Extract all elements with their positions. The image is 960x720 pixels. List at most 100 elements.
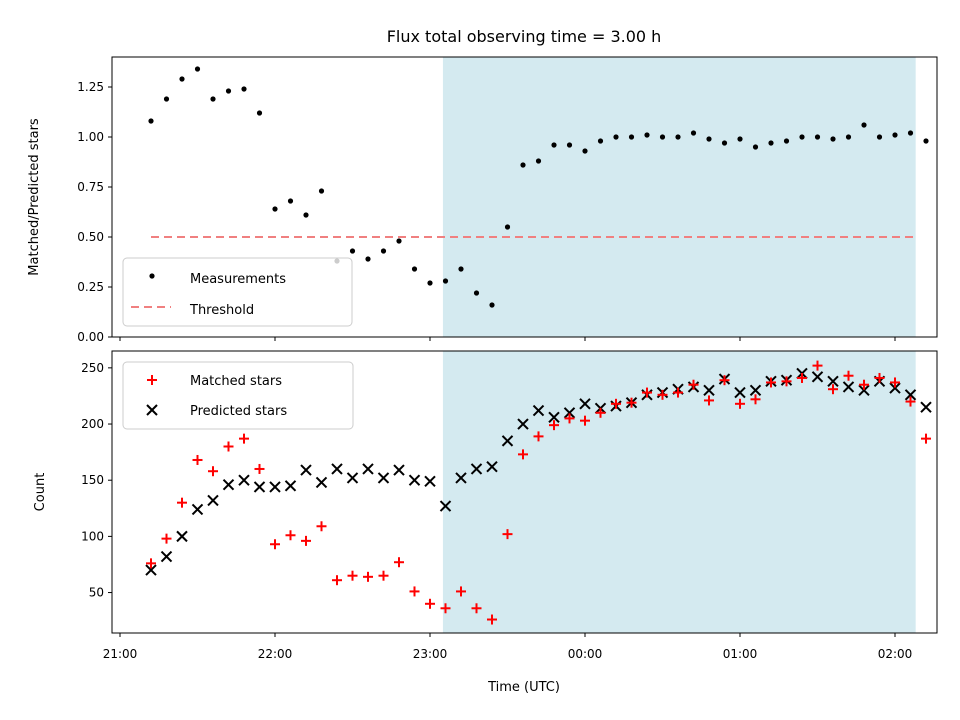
y-tick-label: 100 — [81, 529, 104, 543]
bottom-legend: Matched stars Predicted stars — [122, 361, 354, 430]
matched-stars-point — [921, 433, 931, 444]
top-legend: Measurements Threshold — [122, 257, 353, 327]
matched-stars-point — [642, 387, 652, 398]
predicted-stars-point — [563, 407, 576, 419]
matched-stars-point — [518, 449, 528, 460]
y-tick-label: 200 — [81, 417, 104, 431]
matched-stars-point — [704, 395, 714, 406]
matched-stars-point — [177, 497, 187, 508]
measurement-point — [737, 136, 743, 142]
predicted-stars-point — [222, 478, 235, 491]
matched-stars-point — [425, 598, 435, 609]
matched-stars-point — [766, 377, 776, 388]
x-tick-label: 02:00 — [878, 647, 913, 661]
matched-stars-point — [750, 394, 761, 405]
matched-stars-point — [285, 530, 296, 541]
matched-stars-point — [595, 407, 606, 418]
predicted-stars-point — [315, 476, 328, 489]
x-tick-label: 01:00 — [723, 647, 758, 661]
predicted-stars-point — [517, 418, 529, 430]
predicted-stars-point — [579, 398, 591, 410]
measurement-point — [597, 138, 604, 144]
x-tick-label: 23:00 — [413, 647, 448, 661]
top-measurement-points — [148, 66, 929, 308]
predicted-stars-point — [408, 474, 421, 486]
measurement-point — [721, 140, 728, 146]
measurement-point — [411, 266, 418, 272]
matched-stars-point — [874, 372, 885, 383]
predicted-stars-point — [331, 463, 343, 475]
predicted-stars-point — [904, 389, 917, 401]
measurement-point — [148, 118, 154, 124]
measurement-point — [272, 206, 278, 212]
measurement-point — [892, 132, 898, 138]
matched-stars-point — [208, 466, 218, 477]
chart-title: Flux total observing time = 3.00 h — [387, 27, 662, 46]
measurement-point — [225, 88, 232, 94]
predicted-stars-point — [889, 382, 901, 394]
measurement-point — [830, 136, 836, 142]
legend-predicted-label: Predicted stars — [190, 404, 287, 419]
matched-stars-point — [564, 413, 575, 424]
measurement-point — [551, 142, 557, 148]
legend-measurements-label: Measurements — [190, 272, 286, 287]
matched-stars-point — [580, 415, 590, 426]
matched-stars-point — [301, 535, 311, 546]
top-panel: 0.00 0.25 0.50 0.75 1.00 1.25 Matched/Predict… — [27, 56, 938, 344]
y-tick-label: 0.25 — [77, 280, 104, 294]
matched-stars-point — [859, 379, 869, 390]
bottom-panel: 50 100 150 200 250 21:00 22:00 23:00 00:00 01:00… — [33, 350, 938, 695]
matched-stars-point — [533, 431, 544, 442]
measurement-point — [520, 162, 526, 168]
matched-stars-point — [626, 397, 637, 408]
measurement-point — [923, 138, 929, 144]
legend-measurements-marker — [149, 273, 155, 279]
bottom-y-ticks: 50 100 150 200 250 — [81, 361, 112, 600]
predicted-stars-point — [439, 500, 452, 512]
top-y-ticks: 0.00 0.25 0.50 0.75 1.00 1.25 — [77, 80, 112, 344]
matched-stars-point — [146, 558, 156, 569]
predicted-stars-point — [734, 386, 746, 399]
measurement-point — [210, 96, 216, 102]
predicted-stars-point — [145, 564, 157, 576]
top-x-ticks — [119, 337, 896, 341]
measurement-point — [287, 198, 294, 204]
measurement-point — [644, 132, 650, 138]
predicted-stars-point — [377, 472, 390, 484]
predicted-stars-point — [346, 472, 359, 484]
predicted-stars-point — [253, 481, 266, 493]
predicted-stars-point — [749, 384, 762, 397]
top-y-axis-label: Matched/Predicted stars — [27, 118, 42, 276]
matched-stars-point — [363, 571, 373, 582]
measurement-point — [659, 134, 666, 140]
predicted-stars-point — [470, 463, 483, 475]
y-tick-label: 50 — [89, 586, 104, 600]
top-plot-frame — [111, 56, 938, 338]
predicted-stars-point — [842, 381, 855, 393]
top-legend-box — [122, 257, 353, 327]
measurement-point — [504, 224, 511, 230]
predicted-stars-point — [811, 371, 824, 383]
measurement-point — [427, 280, 433, 286]
matched-stars-point — [254, 463, 265, 474]
measurement-point — [582, 148, 588, 154]
predicted-stars-point — [501, 435, 514, 447]
y-tick-label: 150 — [81, 473, 104, 487]
matched-stars-point — [688, 379, 699, 390]
predicted-stars-point — [486, 461, 498, 473]
bottom-data-points — [145, 360, 932, 625]
matched-stars-point — [549, 420, 559, 431]
matched-stars-point — [270, 539, 280, 550]
bottom-shaded-region — [442, 351, 916, 633]
matched-stars-point — [239, 433, 249, 444]
matched-stars-point — [502, 529, 513, 540]
predicted-stars-point — [827, 375, 839, 388]
matched-stars-point — [347, 570, 358, 581]
predicted-stars-point — [920, 401, 932, 413]
matched-stars-point — [471, 603, 482, 614]
predicted-stars-point — [548, 411, 560, 423]
measurement-point — [675, 134, 681, 140]
matched-stars-point — [409, 586, 420, 597]
predicted-stars-point — [300, 464, 312, 476]
